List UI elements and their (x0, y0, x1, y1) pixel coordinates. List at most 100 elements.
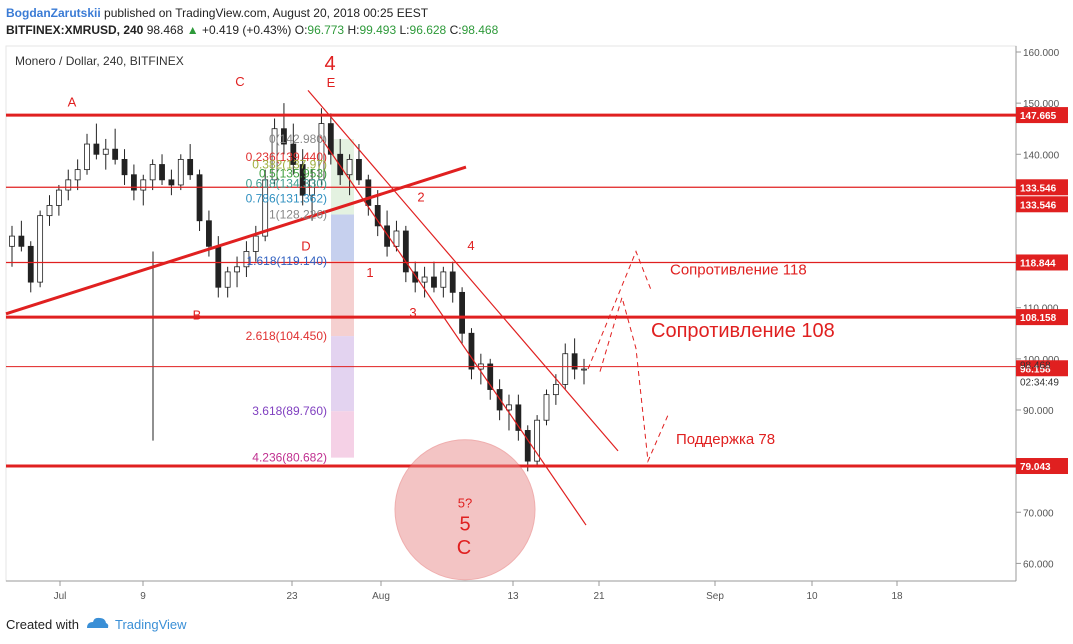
level-price-label: 108.158 (1020, 313, 1057, 324)
level-price-label: 118.844 (1020, 258, 1056, 269)
created-with-text: Created with (6, 617, 79, 632)
wave-label: D (301, 238, 310, 253)
x-tick-label: Sep (706, 591, 724, 602)
up-arrow-icon: ▲ (186, 23, 199, 37)
candle-body (121, 158, 128, 176)
tradingview-link[interactable]: TradingView (114, 617, 187, 632)
candle-body (149, 164, 156, 181)
fib-retracement-zone (331, 139, 354, 215)
candle-body (290, 143, 297, 165)
level-price-badge (1016, 254, 1068, 271)
candle-body (431, 276, 437, 288)
candle-body (215, 245, 222, 288)
projection-path-up (587, 250, 653, 370)
wave-label: 4 (324, 53, 335, 75)
wave-label: 2 (417, 189, 424, 204)
x-tick-label: 21 (593, 591, 605, 602)
candle-body (252, 235, 259, 252)
candle-body (206, 220, 212, 247)
fib-level-label: 0.5(135.953) (259, 167, 327, 181)
candle-body (374, 205, 381, 227)
fib-level-label: 0.236(139.440) (246, 150, 327, 164)
symbol-info: BITFINEX:XMRUSD, 240 98.468 ▲ +0.419 (+0… (6, 21, 498, 39)
candle-body (234, 266, 240, 273)
candle-body (552, 384, 559, 396)
channel-upper-line[interactable] (307, 89, 619, 452)
close-value: 98.468 (461, 23, 499, 37)
author-link[interactable]: BogdanZarutskii (6, 6, 101, 20)
candle-body (196, 174, 203, 222)
support-trendline[interactable] (5, 165, 467, 316)
level-price-label: 79.043 (1020, 462, 1051, 473)
x-tick-label: Aug (372, 591, 390, 602)
candle-body (46, 205, 53, 217)
last-price: 98.468 (146, 23, 184, 37)
candle-body (93, 143, 100, 155)
candle-body (327, 123, 334, 155)
candle-body (449, 271, 456, 293)
candle-body (346, 158, 353, 176)
wave-label: A (68, 95, 77, 110)
high-label: H: (347, 23, 360, 37)
level-price-badge (1016, 458, 1068, 475)
level-price-badge (1016, 196, 1068, 213)
y-tick-label: 160.000 (1023, 48, 1060, 59)
open-value: 96.773 (307, 23, 345, 37)
candle-body (440, 271, 447, 288)
channel-lower-line[interactable] (319, 136, 587, 526)
fib-level-label: 3.618(89.760) (252, 404, 327, 418)
candle-body (534, 419, 541, 462)
y-tick-label: 140.000 (1023, 150, 1060, 161)
candle-body (515, 404, 522, 431)
candle-body (337, 153, 344, 176)
candle-body (393, 230, 400, 247)
fib-level-label: 0.618(134.330) (246, 176, 327, 190)
candle-body (421, 276, 428, 283)
candle-body (506, 404, 512, 411)
level-price-label: 98.158 (1020, 364, 1051, 375)
low-label: L: (399, 23, 410, 37)
candle-body (487, 363, 494, 390)
candle-body (299, 164, 306, 196)
wave-label: 5? (458, 496, 472, 511)
x-tick-label: Jul (54, 591, 67, 602)
publish-info: BogdanZarutskii published on TradingView… (6, 4, 428, 22)
level-price-badge (1016, 179, 1068, 196)
low-value: 96.628 (409, 23, 447, 37)
candle-body (562, 353, 569, 385)
candle-body (224, 271, 231, 288)
y-tick-label: 60.000 (1023, 559, 1054, 570)
fib-extension-zone (331, 260, 354, 337)
tradingview-logo-icon (85, 616, 109, 633)
annotation-text: Сопротивление 108 (651, 320, 835, 342)
candle-body (177, 158, 184, 186)
y-tick-label: 150.000 (1023, 99, 1060, 110)
x-tick-label: 10 (806, 591, 818, 602)
open-label: O: (294, 23, 308, 37)
level-price-badge (1016, 107, 1068, 124)
candle-body (243, 251, 250, 268)
candle-body (543, 394, 550, 421)
fib-level-label: 1(128.226) (269, 207, 327, 221)
candle-body (55, 189, 62, 206)
candle-body (65, 179, 72, 191)
candle-body (168, 179, 175, 186)
candle-body (281, 128, 287, 145)
x-tick-label: 23 (286, 591, 298, 602)
candle-body (74, 169, 81, 181)
price-change: +0.419 (+0.43%) (201, 23, 292, 37)
candle-body (9, 235, 15, 247)
fib-level-label: 0.382(137.97) (252, 158, 327, 172)
level-price-label: 147.665 (1020, 111, 1057, 122)
fib-extension-zone (331, 336, 354, 412)
y-tick-label: 70.000 (1023, 508, 1054, 519)
fib-level-label: 2.618(104.450) (246, 329, 327, 343)
candle-body (159, 164, 165, 181)
x-tick-label: 18 (891, 591, 903, 602)
y-tick-label: 90.000 (1023, 406, 1054, 417)
annotation-text: Сопротивление 118 (670, 261, 807, 278)
candle-body (468, 332, 475, 370)
candle-body (402, 230, 409, 273)
candle-body (581, 368, 587, 371)
